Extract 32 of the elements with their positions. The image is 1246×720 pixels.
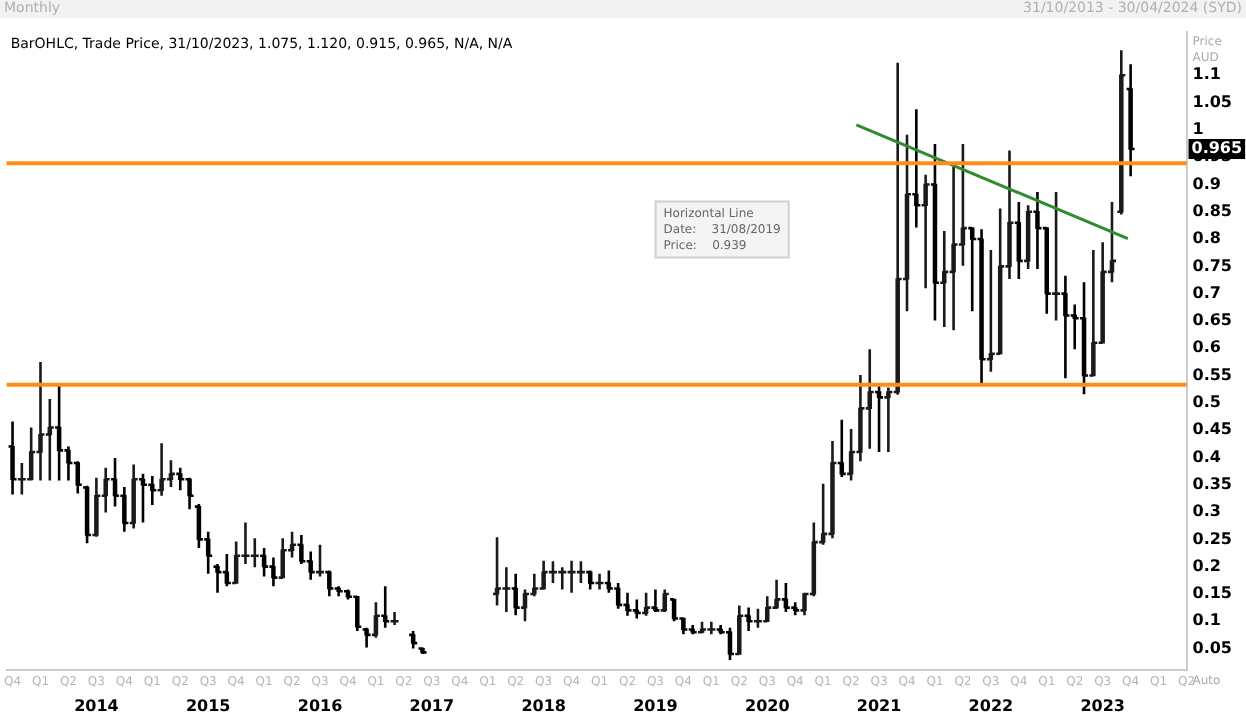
x2-tick-label: 2016 — [297, 696, 344, 715]
x2-tick-label: 2015 — [185, 696, 232, 715]
y-tick-label: 1.05 — [1192, 92, 1233, 111]
y-tick-label: 0.5 — [1192, 393, 1222, 412]
x2-tick-label: 2020 — [744, 696, 791, 715]
x2-tick-label: 2022 — [968, 696, 1014, 715]
y-tick-label: 0.6 — [1192, 338, 1222, 357]
x2-tick-label: 2018 — [521, 696, 567, 715]
y-tick-label: 0.7 — [1192, 283, 1221, 302]
y-tick-label: 0.9 — [1192, 174, 1222, 193]
y-tick-label: 0.85 — [1192, 201, 1233, 220]
y-tick-label: 0.4 — [1192, 447, 1222, 466]
y-tick-label: 1 — [1192, 120, 1205, 139]
y-tick-label: 0.8 — [1192, 229, 1222, 248]
x2-tick-label: 2023 — [1080, 696, 1125, 715]
y-tick-label: 0.65 — [1192, 311, 1233, 330]
x2-tick-label: 2019 — [633, 696, 679, 715]
y-tick-label: 0.05 — [1192, 638, 1233, 657]
y-tick-label: 0.1 — [1192, 611, 1222, 630]
y-tick-label: 0.45 — [1192, 420, 1233, 439]
y-tick-label: 0.3 — [1192, 502, 1221, 521]
y-tick-label: 0.35 — [1192, 474, 1233, 493]
x2-tick-label: 2021 — [856, 696, 903, 715]
y-tick-label: 0.25 — [1192, 529, 1233, 548]
x2-tick-label: 2014 — [74, 696, 120, 715]
annotation: 0.965 — [1191, 139, 1243, 158]
y-tick-label: 1.1 — [1192, 65, 1222, 84]
y-tick-label: 0.75 — [1192, 256, 1233, 275]
y-tick-label: 0.15 — [1192, 584, 1233, 603]
x2-tick-label: 2017 — [409, 696, 455, 715]
y-tick-label: 0.2 — [1192, 556, 1221, 575]
y-tick-label: 0.55 — [1192, 365, 1233, 384]
